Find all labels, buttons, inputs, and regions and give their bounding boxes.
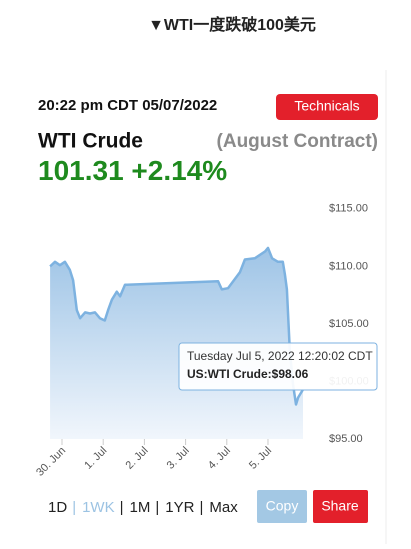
x-tick-label: 2. Jul xyxy=(123,445,150,472)
range-option[interactable]: 1WK xyxy=(82,499,115,516)
y-tick-label: $105.00 xyxy=(329,318,369,330)
price-value: 101.31 xyxy=(38,155,124,186)
share-label: Share xyxy=(321,498,359,514)
timestamp: 20:22 pm CDT 05/07/2022 xyxy=(38,97,217,114)
price-change: +2.14% xyxy=(131,155,227,186)
range-option[interactable]: 1M xyxy=(130,499,151,516)
x-tick-label: 4. Jul xyxy=(206,445,233,472)
share-button[interactable] xyxy=(313,490,368,523)
range-option[interactable]: 1YR xyxy=(165,499,194,516)
range-separator: | xyxy=(120,499,124,516)
x-tick-label: 5. Jul xyxy=(247,445,274,472)
range-selector: 1D | 1WK | 1M | 1YR | Max xyxy=(48,499,238,516)
range-separator: | xyxy=(199,499,203,516)
tooltip-value: US:WTI Crude:$98.06 xyxy=(187,367,309,381)
area-fill xyxy=(50,247,303,439)
x-tick-label: 30. Jun xyxy=(34,445,68,479)
range-separator: | xyxy=(72,499,76,516)
contract: (August Contract) xyxy=(217,131,378,152)
tooltip-date: Tuesday Jul 5, 2022 12:20:02 CDT xyxy=(187,349,373,363)
technicals-label: Technicals xyxy=(294,98,359,114)
copy-label: Copy xyxy=(266,498,299,514)
x-tick-label: 3. Jul xyxy=(165,445,192,472)
x-tick-label: 1. Jul xyxy=(82,445,109,472)
range-option[interactable]: Max xyxy=(209,499,238,516)
y-tick-label: $95.00 xyxy=(329,433,363,445)
technicals-button[interactable] xyxy=(276,94,378,120)
price-line xyxy=(49,246,305,406)
y-tick-label: $110.00 xyxy=(329,260,368,272)
range-option[interactable]: 1D xyxy=(48,499,67,516)
price: 101.31 +2.14% xyxy=(38,155,227,186)
copy-button[interactable] xyxy=(257,490,307,523)
tooltip xyxy=(178,342,378,391)
range-separator: | xyxy=(155,499,159,516)
instrument-name: WTI Crude xyxy=(38,130,143,153)
y-tick-label: $115.00 xyxy=(329,203,368,215)
page-title: ▼WTI一度跌破100美元 xyxy=(148,15,316,34)
